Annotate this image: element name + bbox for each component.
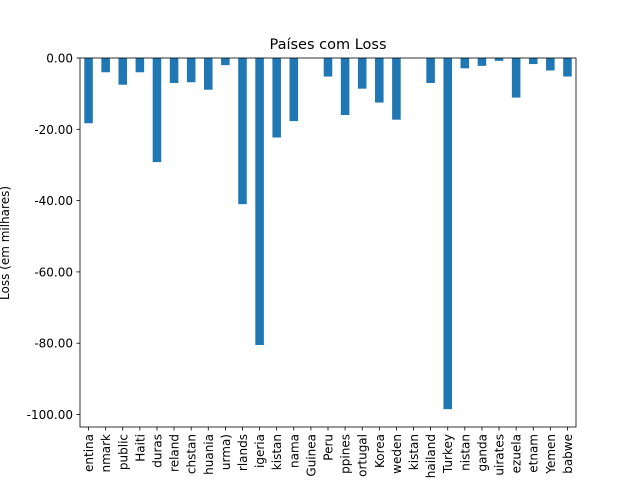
x-tick-label: babwe (561, 434, 575, 474)
bar-10 (255, 58, 264, 345)
x-tick-label: Yemen (544, 434, 558, 475)
y-tick-label: -40.00 (34, 194, 73, 208)
bar-3 (135, 58, 145, 73)
x-tick-label: Turkey (441, 434, 455, 474)
x-tick-label: chstan (185, 434, 199, 474)
x-tick-label: entina (82, 434, 96, 472)
x-tick-label: nama (287, 434, 301, 468)
bar-24 (494, 58, 504, 61)
x-tick-label: Guinea (304, 434, 318, 477)
x-tick-label: nmark (99, 434, 113, 473)
x-tick-label: duras (150, 434, 164, 468)
bar-16 (357, 58, 367, 89)
y-tick-label: 0.00 (46, 52, 73, 66)
chart-title: Países com Loss (269, 37, 386, 53)
x-tick-label: ganda (475, 434, 489, 472)
y-tick-label: -20.00 (34, 123, 73, 137)
x-tick-label: ppines (339, 434, 353, 474)
bar-5 (169, 58, 179, 83)
bar-14 (323, 58, 333, 77)
x-tick-label: Peru (322, 434, 336, 461)
y-tick-label: -100.00 (27, 408, 73, 422)
bar-22 (460, 58, 470, 69)
bar-18 (392, 58, 401, 120)
bar-27 (546, 58, 555, 71)
bar-12 (289, 58, 299, 122)
axes-frame (79, 57, 577, 428)
bar-4 (152, 58, 162, 163)
bar-26 (528, 58, 538, 65)
bar-17 (375, 58, 384, 103)
x-tick-label: igeria (253, 434, 267, 468)
bar-0 (84, 58, 93, 124)
x-axis-ticks: entina nmark public Haiti duras reland chstan h… (82, 427, 575, 478)
y-axis-label: Loss (em milhares) (0, 186, 12, 300)
bar-20 (426, 58, 435, 83)
x-tick-label: hailand (424, 434, 438, 478)
bar-25 (511, 58, 521, 98)
bar-8 (221, 58, 230, 66)
x-tick-label: reland (168, 434, 182, 472)
bar-9 (238, 58, 247, 205)
bar-28 (563, 58, 572, 77)
bars-group (84, 58, 572, 410)
bar-1 (101, 58, 110, 73)
y-tick-label: -60.00 (34, 265, 73, 279)
y-tick-label: -80.00 (34, 337, 73, 351)
x-tick-label: huania (202, 434, 216, 475)
x-tick-label: Haiti (133, 434, 147, 462)
x-tick-label: uirates (493, 434, 507, 476)
bar-23 (477, 58, 487, 66)
x-tick-label: ezuela (510, 434, 524, 473)
x-tick-label: public (116, 434, 130, 470)
bar-11 (272, 58, 281, 138)
bar-21 (443, 58, 452, 410)
bar-7 (204, 58, 213, 90)
x-tick-label: weden (390, 434, 404, 474)
y-axis-ticks: 0.00 -20.00 -40.00 -60.00 -80.00 -100.00 (27, 52, 80, 422)
x-tick-label: urma) (219, 434, 233, 470)
x-tick-label: kistan (407, 434, 421, 470)
x-tick-label: nistan (458, 434, 472, 471)
bar-2 (118, 58, 128, 85)
bar-6 (186, 58, 196, 83)
x-tick-label: etnam (527, 434, 541, 473)
x-tick-label: kistan (270, 434, 284, 470)
x-tick-label: Korea (373, 434, 387, 468)
bar-15 (340, 58, 350, 116)
x-tick-label: rlands (236, 434, 250, 471)
x-tick-label: ortugal (356, 434, 370, 477)
